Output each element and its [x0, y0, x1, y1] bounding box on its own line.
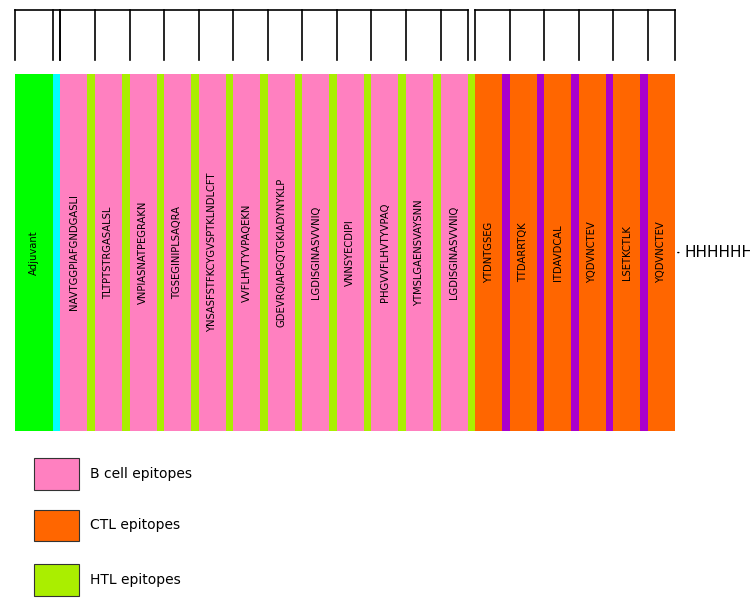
Text: YNSASFSTFKCYGVSPTKLNDLCFT: YNSASFSTFKCYGVSPTKLNDLCFT: [207, 173, 218, 332]
Text: VVFLHVTYVPAQEKN: VVFLHVTYVPAQEKN: [242, 203, 252, 302]
Bar: [233, 74, 260, 431]
Bar: [60, 74, 87, 431]
Bar: [467, 74, 476, 431]
Bar: [572, 74, 579, 431]
Bar: [199, 74, 226, 431]
Text: VNPIASNATPEGRAKN: VNPIASNATPEGRAKN: [138, 201, 148, 304]
Bar: [364, 74, 371, 431]
Text: LGDISGINASVVNIQ: LGDISGINASVVNIQ: [449, 206, 459, 299]
Bar: [34, 509, 79, 541]
Text: YTMSLGAENSVAYSNN: YTMSLGAENSVAYSNN: [415, 199, 424, 306]
Text: Adjuvant: Adjuvant: [29, 230, 39, 275]
Bar: [122, 74, 130, 431]
Bar: [406, 74, 433, 431]
Bar: [302, 74, 329, 431]
Text: LGDISGINASVVNIQ: LGDISGINASVVNIQ: [310, 206, 321, 299]
Text: PHGVVFLHVTYVPAQ: PHGVVFLHVTYVPAQ: [380, 203, 390, 302]
Text: TTDARRTQK: TTDARRTQK: [518, 223, 528, 282]
Text: TGSEGINIPLSAQRA: TGSEGINIPLSAQRA: [172, 206, 182, 299]
Bar: [34, 458, 79, 490]
Text: TLTPTSTRGASALSL: TLTPTSTRGASALSL: [104, 206, 113, 299]
Bar: [476, 74, 502, 431]
Text: YTDNTGSEG: YTDNTGSEG: [484, 222, 494, 283]
Bar: [34, 564, 79, 596]
Text: CTL epitopes: CTL epitopes: [90, 519, 180, 532]
Bar: [510, 74, 537, 431]
Bar: [268, 74, 295, 431]
Bar: [226, 74, 233, 431]
Text: ITDAVDCAL: ITDAVDCAL: [553, 224, 562, 281]
Bar: [537, 74, 544, 431]
Bar: [15, 74, 52, 431]
Bar: [295, 74, 302, 431]
Bar: [614, 74, 640, 431]
Text: B cell epitopes: B cell epitopes: [90, 467, 192, 480]
Bar: [606, 74, 613, 431]
Bar: [164, 74, 191, 431]
Text: GDEVRQIAPGQTGKIADYNYKLP: GDEVRQIAPGQTGKIADYNYKLP: [276, 178, 286, 327]
Text: YQDVNCTEV: YQDVNCTEV: [587, 222, 597, 283]
Text: YQDVNCTEV: YQDVNCTEV: [656, 222, 667, 283]
Bar: [329, 74, 337, 431]
Bar: [503, 74, 510, 431]
Bar: [440, 74, 467, 431]
Bar: [130, 74, 157, 431]
Text: VNNSYECDIPI: VNNSYECDIPI: [346, 219, 355, 286]
Bar: [398, 74, 406, 431]
Text: NAVTGGPIAFGNDGASLI: NAVTGGPIAFGNDGASLI: [69, 195, 79, 310]
Bar: [640, 74, 648, 431]
Bar: [260, 74, 268, 431]
Bar: [53, 74, 60, 431]
Bar: [191, 74, 199, 431]
Text: HTL epitopes: HTL epitopes: [90, 573, 181, 587]
Bar: [87, 74, 95, 431]
Text: LSETKCTLK: LSETKCTLK: [622, 225, 632, 280]
Bar: [544, 74, 572, 431]
Bar: [95, 74, 122, 431]
Bar: [337, 74, 364, 431]
Bar: [579, 74, 606, 431]
Bar: [433, 74, 440, 431]
Bar: [157, 74, 164, 431]
Bar: [371, 74, 398, 431]
Text: HHHHHH: HHHHHH: [678, 245, 750, 260]
Bar: [648, 74, 675, 431]
